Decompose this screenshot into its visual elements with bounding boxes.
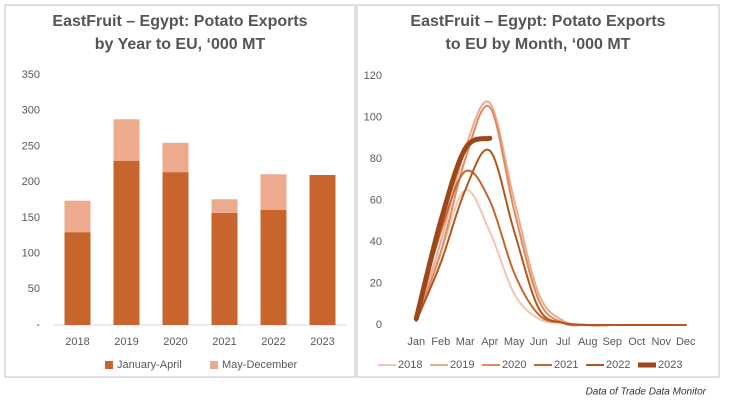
x-tick-label: Aug <box>578 336 598 348</box>
y-tick-label: 100 <box>364 111 382 123</box>
x-tick-label: 2020 <box>163 336 187 348</box>
legend-label: 2023 <box>658 359 682 371</box>
legend-swatch <box>105 361 113 369</box>
x-tick-label: Jul <box>556 336 570 348</box>
y-tick-label: 20 <box>370 277 382 289</box>
x-tick-label: 2021 <box>212 336 236 348</box>
y-tick-label: 250 <box>22 140 40 152</box>
legend-label: May-December <box>222 359 298 371</box>
panel-left <box>4 4 356 378</box>
legend-label: 2021 <box>554 359 578 371</box>
bar-segment <box>64 232 91 325</box>
bar-segment <box>162 172 189 325</box>
line <box>415 148 687 327</box>
legend-swatch <box>210 361 218 369</box>
x-tick-label: 2023 <box>310 336 334 348</box>
y-tick-label: 350 <box>22 69 40 81</box>
bar-segment <box>113 160 140 325</box>
x-tick-label: Mar <box>456 336 475 348</box>
line <box>413 135 493 322</box>
y-tick-label: - <box>36 319 40 331</box>
bar-segment <box>211 212 238 325</box>
x-tick-label: 2022 <box>261 336 285 348</box>
y-tick-label: 100 <box>22 247 40 259</box>
chart-title: EastFruit – Egypt: Potato Exports <box>52 13 307 30</box>
y-tick-label: 80 <box>370 153 382 165</box>
bar-segment <box>260 210 287 325</box>
x-tick-label: Jun <box>530 336 548 348</box>
y-tick-label: 60 <box>370 194 382 206</box>
bar-segment <box>64 200 91 233</box>
bar-segment <box>162 142 189 173</box>
x-tick-label: 2018 <box>65 336 89 348</box>
x-tick-label: Apr <box>481 336 498 348</box>
source: Data of Trade Data Monitor <box>586 387 707 398</box>
x-tick-label: May <box>504 336 525 348</box>
y-tick-label: 40 <box>370 236 382 248</box>
chart-title: by Year to EU, ‘000 MT <box>95 36 266 53</box>
x-tick-label: 2019 <box>114 336 138 348</box>
y-tick-label: 120 <box>364 70 382 82</box>
legend-label: 2019 <box>450 359 474 371</box>
x-tick-label: Dec <box>676 336 696 348</box>
y-tick-label: 300 <box>22 105 40 117</box>
chart-title: to EU by Month, ‘000 MT <box>446 36 631 53</box>
legend-label: 2020 <box>502 359 526 371</box>
x-tick-label: Feb <box>431 336 450 348</box>
y-tick-label: 200 <box>22 176 40 188</box>
bar-segment <box>113 119 140 161</box>
panel-right <box>356 4 720 378</box>
legend-label: 2022 <box>606 359 630 371</box>
y-tick-label: 50 <box>28 283 40 295</box>
x-tick-label: Nov <box>651 336 671 348</box>
x-tick-label: Oct <box>628 336 645 348</box>
legend-label: 2018 <box>398 359 422 371</box>
x-tick-label: Sep <box>602 336 622 348</box>
chart-title: EastFruit – Egypt: Potato Exports <box>410 13 665 30</box>
y-tick-label: 150 <box>22 212 40 224</box>
x-tick-label: Jan <box>407 336 425 348</box>
legend-label: January-April <box>117 359 182 371</box>
line <box>415 189 687 327</box>
bar-segment <box>309 175 336 325</box>
y-tick-label: 0 <box>376 319 382 331</box>
bar-segment <box>260 174 287 210</box>
bar-segment <box>211 199 238 213</box>
